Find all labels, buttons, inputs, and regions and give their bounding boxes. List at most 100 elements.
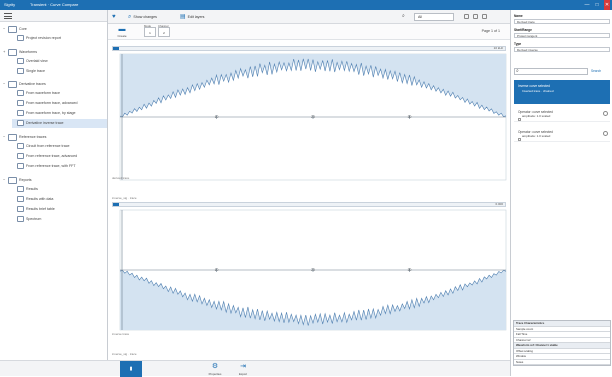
- tree-item[interactable]: Results with data: [12, 195, 107, 204]
- tree-item-label: Reference traces: [19, 135, 47, 139]
- minimize-button[interactable]: —: [584, 2, 590, 8]
- canvas-footer: inverse_sig · trace: [112, 352, 137, 356]
- search-icon: ⌕: [402, 13, 405, 19]
- left-toolbar: [0, 10, 107, 22]
- show-changes-button[interactable]: ⌕ Show changes: [128, 13, 157, 21]
- close-button[interactable]: ✕: [604, 0, 610, 10]
- source-field[interactable]: Protect tangent: [514, 33, 610, 38]
- table-section-header: Trace Characteristics: [514, 321, 610, 327]
- tree-item[interactable]: Results: [12, 185, 107, 194]
- favorite-button[interactable]: ♥: [112, 13, 118, 21]
- tab-1[interactable]: 1: [144, 27, 156, 37]
- active-view-button[interactable]: ▮: [120, 361, 142, 377]
- properties-search-button[interactable]: Search: [591, 69, 602, 73]
- operator-card[interactable]: Operator: curve selected amplitude: 1.0 …: [514, 108, 610, 122]
- type-field[interactable]: Derived inverse: [514, 47, 610, 52]
- chart-icon: [17, 163, 24, 170]
- bottom-toolbar: ▮ ⚙ Properties ⇥ Export: [108, 360, 510, 377]
- card-checkbox[interactable]: [518, 118, 521, 121]
- tree-item-label: Circuit from reference trace: [26, 144, 70, 148]
- tree-group[interactable]: − Derivative traces: [3, 79, 107, 88]
- chart-icon: [17, 186, 24, 193]
- tree-item[interactable]: Derivative inverse trace: [12, 119, 107, 128]
- chart1-caption: derived trace: [112, 176, 130, 180]
- card-radio[interactable]: [603, 111, 608, 116]
- tree-group[interactable]: − Core: [3, 24, 107, 33]
- type-label: Type: [514, 42, 522, 46]
- tree-item-label: Derivative inverse trace: [26, 121, 64, 125]
- chart-icon: [17, 216, 24, 223]
- table-section-header: Waveform ref: Channel 1 stable: [514, 343, 610, 349]
- title-bar: Sigrity Transient · Curve Compare — □ ✕: [0, 0, 612, 10]
- chart1-selector[interactable]: [113, 47, 119, 50]
- info-icon[interactable]: [482, 14, 487, 19]
- collapse-icon[interactable]: −: [3, 134, 6, 139]
- x-tick-label: 20: [311, 115, 315, 119]
- tree-item-label: Single trace: [26, 69, 45, 73]
- tree-item[interactable]: Single trace: [12, 67, 107, 76]
- tree-group[interactable]: − Reports: [3, 175, 107, 184]
- chart2-header: 0.000: [112, 202, 506, 207]
- tree-item[interactable]: Project revision report: [12, 34, 107, 43]
- tree-group[interactable]: − Reference traces: [3, 132, 107, 141]
- chart1-header-value: 10 kHz: [493, 46, 503, 50]
- tree-item[interactable]: From reference trace, advanced: [12, 152, 107, 161]
- tree-item[interactable]: Circuit from reference trace: [12, 142, 107, 151]
- tree-group[interactable]: + Waveforms: [3, 47, 107, 56]
- card-radio[interactable]: [603, 131, 608, 136]
- properties-button[interactable]: ⚙ Properties: [208, 362, 222, 376]
- export-button[interactable]: ⇥ Export: [236, 362, 250, 376]
- chart-icon: [17, 35, 24, 42]
- sub-toolbar: ▬ Create Mode Channel 1 2 Page 1 of 1: [108, 24, 510, 40]
- tree-item[interactable]: Overlaid view: [12, 57, 107, 66]
- create-label: Create: [117, 34, 127, 38]
- tree-item[interactable]: From waveform trace, by stage: [12, 109, 107, 118]
- expand-icon[interactable]: +: [3, 49, 6, 54]
- table-row[interactable]: Sample count: [514, 327, 610, 332]
- chart-icon: [17, 143, 24, 150]
- tree-item[interactable]: From waveform trace: [12, 89, 107, 98]
- tree-item[interactable]: Results brief table: [12, 205, 107, 214]
- table-row[interactable]: Fall Time: [514, 332, 610, 338]
- x-tick-label: 20: [311, 268, 315, 272]
- collapse-icon[interactable]: −: [3, 26, 6, 31]
- edit-layers-button[interactable]: ▤ Edit layers: [180, 13, 204, 21]
- table-row[interactable]: Channel ref: [514, 338, 610, 343]
- card-checkbox[interactable]: [518, 138, 521, 141]
- search-input[interactable]: All: [414, 13, 454, 21]
- table-row[interactable]: Notes: [514, 360, 610, 365]
- settings-icon[interactable]: [464, 14, 469, 19]
- name-field[interactable]: Derived trace: [514, 19, 610, 24]
- maximize-button[interactable]: □: [595, 2, 599, 8]
- operator-card-active[interactable]: Inverse curve selected Inverted trace · …: [514, 80, 610, 104]
- menu-icon[interactable]: [4, 13, 12, 19]
- tab1-caption: Mode: [144, 24, 151, 28]
- tree-item[interactable]: From reference trace, with FFT: [12, 162, 107, 171]
- tree-item[interactable]: Spectrum: [12, 215, 107, 224]
- chart2-selector[interactable]: [113, 203, 119, 206]
- card-subtitle: amplitude: 1.0 scaled: [522, 114, 551, 118]
- window-subtitle: Transient · Curve Compare: [30, 2, 79, 7]
- tab-2[interactable]: 2: [158, 27, 170, 37]
- collapse-icon[interactable]: −: [3, 177, 6, 182]
- create-button[interactable]: ▬ Create: [116, 26, 128, 38]
- help-icon[interactable]: [473, 14, 478, 19]
- export-icon: ⇥: [240, 363, 246, 370]
- chart1-plot[interactable]: 10 20 30: [108, 52, 510, 182]
- app-title: Sigrity: [4, 2, 16, 7]
- operator-card[interactable]: Operator: curve selected amplitude: 1.0 …: [514, 128, 610, 142]
- table-row[interactable]: Offset scaling: [514, 349, 610, 354]
- card-subtitle: Inverted trace · chained: [522, 89, 554, 93]
- toolbar-small-icons: [464, 14, 487, 19]
- main-toolbar: ♥ ⌕ Show changes ▤ Edit layers ⌕ All: [108, 10, 510, 24]
- collapse-icon[interactable]: −: [3, 81, 6, 86]
- chart2-plot[interactable]: 10 20 30: [108, 208, 510, 332]
- folder-icon: [8, 25, 17, 33]
- tree-item[interactable]: From waveform trace, advanced: [12, 99, 107, 108]
- create-icon: ▬: [118, 26, 126, 33]
- table-row[interactable]: Window: [514, 354, 610, 360]
- source-label: Start/Range: [514, 28, 532, 32]
- left-panel: − Core Project revision report + Waveforms Ov…: [0, 10, 108, 376]
- properties-search-input[interactable]: ⌕: [514, 68, 588, 75]
- card-subtitle: amplitude: 1.0 scaled: [522, 134, 551, 138]
